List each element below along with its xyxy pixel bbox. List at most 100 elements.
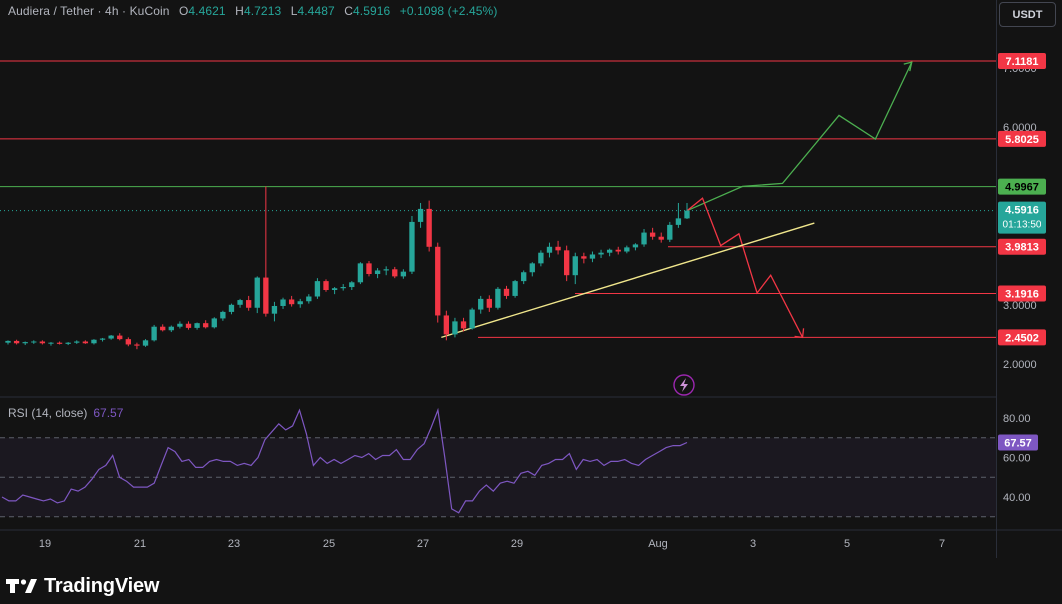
candle-body bbox=[108, 335, 114, 339]
candle-body bbox=[151, 326, 157, 341]
candle-body bbox=[349, 282, 355, 288]
rsi-tick-label: 40.00 bbox=[1003, 492, 1031, 504]
rsi-tick-label: 80.00 bbox=[1003, 413, 1031, 425]
candle-body bbox=[632, 244, 639, 248]
level-tag-5-bg bbox=[998, 329, 1046, 346]
lightning-bolt-icon bbox=[680, 378, 688, 392]
candle-body bbox=[117, 335, 123, 340]
low-label: L bbox=[290, 4, 298, 18]
candle-body bbox=[288, 299, 295, 305]
candle-body bbox=[254, 277, 260, 308]
candle-body bbox=[426, 208, 432, 247]
candle-body bbox=[460, 321, 467, 329]
rsi-title[interactable]: RSI (14, close) 67.57 bbox=[8, 406, 123, 420]
candle-body bbox=[435, 246, 441, 316]
bear-projection-path bbox=[686, 197, 804, 338]
rsi-line bbox=[1, 407, 688, 514]
candle-body bbox=[495, 288, 501, 308]
currency-button[interactable]: USDT bbox=[999, 2, 1056, 27]
level-tag-2: 4.9967 bbox=[1005, 182, 1039, 194]
brand-name: TradingView bbox=[44, 574, 160, 597]
close-label: C bbox=[344, 4, 353, 18]
candle-body bbox=[521, 272, 527, 282]
symbol-header: Audiera / Tether · 4h · KuCoin O4.4621 H… bbox=[8, 4, 497, 18]
rsi-value-tag: 67.57 bbox=[1004, 438, 1032, 450]
last-price-tag-bg bbox=[998, 201, 1046, 234]
candle-body bbox=[529, 263, 535, 273]
time-tick-label: 29 bbox=[511, 538, 523, 550]
candle-body bbox=[74, 341, 80, 343]
candle-body bbox=[392, 269, 398, 277]
time-tick-label: 25 bbox=[323, 538, 335, 550]
candle-body bbox=[65, 342, 71, 344]
time-tick-label: 5 bbox=[844, 538, 850, 550]
candle-body bbox=[564, 250, 570, 276]
price-chart[interactable]: 7.00006.00005.00004.00003.00002.000080.0… bbox=[0, 0, 1062, 558]
candle-body bbox=[512, 281, 518, 296]
candle-body bbox=[297, 301, 303, 305]
candle-body bbox=[658, 236, 664, 240]
candle-body bbox=[56, 342, 63, 344]
bull-projection-path bbox=[686, 61, 913, 212]
change-value: +0.1098 (+2.45%) bbox=[399, 4, 498, 18]
price-tick-label: 3.0000 bbox=[1003, 300, 1037, 312]
rsi-title-text: RSI (14, close) bbox=[8, 406, 88, 420]
candle-body bbox=[546, 246, 553, 253]
level-tag-4: 3.1916 bbox=[1005, 288, 1039, 300]
time-tick-label: Aug bbox=[648, 538, 668, 550]
candle-body bbox=[228, 304, 235, 312]
candle-body bbox=[409, 221, 415, 272]
candle-body bbox=[340, 287, 346, 289]
brand[interactable]: TradingView bbox=[6, 573, 159, 599]
candle-body bbox=[667, 224, 673, 240]
candle-body bbox=[443, 315, 450, 335]
candle-body bbox=[125, 339, 131, 345]
candle-body bbox=[589, 254, 596, 259]
level-tag-1-bg bbox=[998, 130, 1046, 147]
candle-body bbox=[314, 281, 321, 297]
event-lightning-icon bbox=[673, 374, 695, 396]
bull-arrowhead bbox=[903, 61, 913, 72]
candle-body bbox=[374, 270, 381, 275]
price-tick-label: 2.0000 bbox=[1003, 359, 1037, 371]
candle-body bbox=[606, 249, 613, 253]
candle-body bbox=[503, 288, 510, 296]
candle-body bbox=[168, 326, 174, 331]
footer-bar bbox=[0, 558, 1062, 604]
trendline bbox=[441, 222, 815, 339]
candle-body bbox=[194, 323, 200, 328]
candle-body bbox=[160, 326, 166, 331]
high-label: H bbox=[235, 4, 244, 18]
bear-arrowhead bbox=[794, 328, 805, 339]
candle-body bbox=[555, 246, 561, 251]
price-tags: 7.1181 5.8025 4.9967 3.9813 3.1916 2.4502 4.59… bbox=[998, 53, 1046, 451]
candle-body bbox=[142, 340, 149, 346]
level-tag-3: 3.9813 bbox=[1005, 242, 1039, 254]
grid bbox=[0, 0, 1062, 558]
candle-body bbox=[624, 247, 630, 252]
candle-body bbox=[417, 208, 424, 222]
candle-body bbox=[99, 338, 106, 340]
candle-body bbox=[237, 300, 243, 305]
level-tag-4-bg bbox=[998, 285, 1046, 302]
candle-body bbox=[641, 232, 647, 245]
candle-body bbox=[323, 281, 329, 290]
candle-body bbox=[400, 271, 407, 277]
level-tag-3-bg bbox=[998, 238, 1046, 255]
candle-body bbox=[572, 256, 578, 276]
candle-body bbox=[48, 342, 54, 344]
low-value: 4.4487 bbox=[297, 4, 335, 18]
candle-body bbox=[203, 323, 209, 328]
close-value: 4.5916 bbox=[353, 4, 391, 18]
symbol-title[interactable]: Audiera / Tether · 4h · KuCoin bbox=[8, 4, 170, 18]
candle-body bbox=[245, 300, 252, 308]
candle-body bbox=[177, 323, 183, 327]
candle-body bbox=[684, 210, 690, 219]
candle-body bbox=[91, 339, 97, 344]
candle-body bbox=[366, 263, 372, 275]
level-tag-1: 5.8025 bbox=[1005, 134, 1039, 146]
candle-body bbox=[452, 321, 458, 335]
candle-body bbox=[538, 252, 544, 264]
rsi-tick-label: 60.00 bbox=[1003, 453, 1031, 465]
candle-body bbox=[13, 340, 20, 344]
